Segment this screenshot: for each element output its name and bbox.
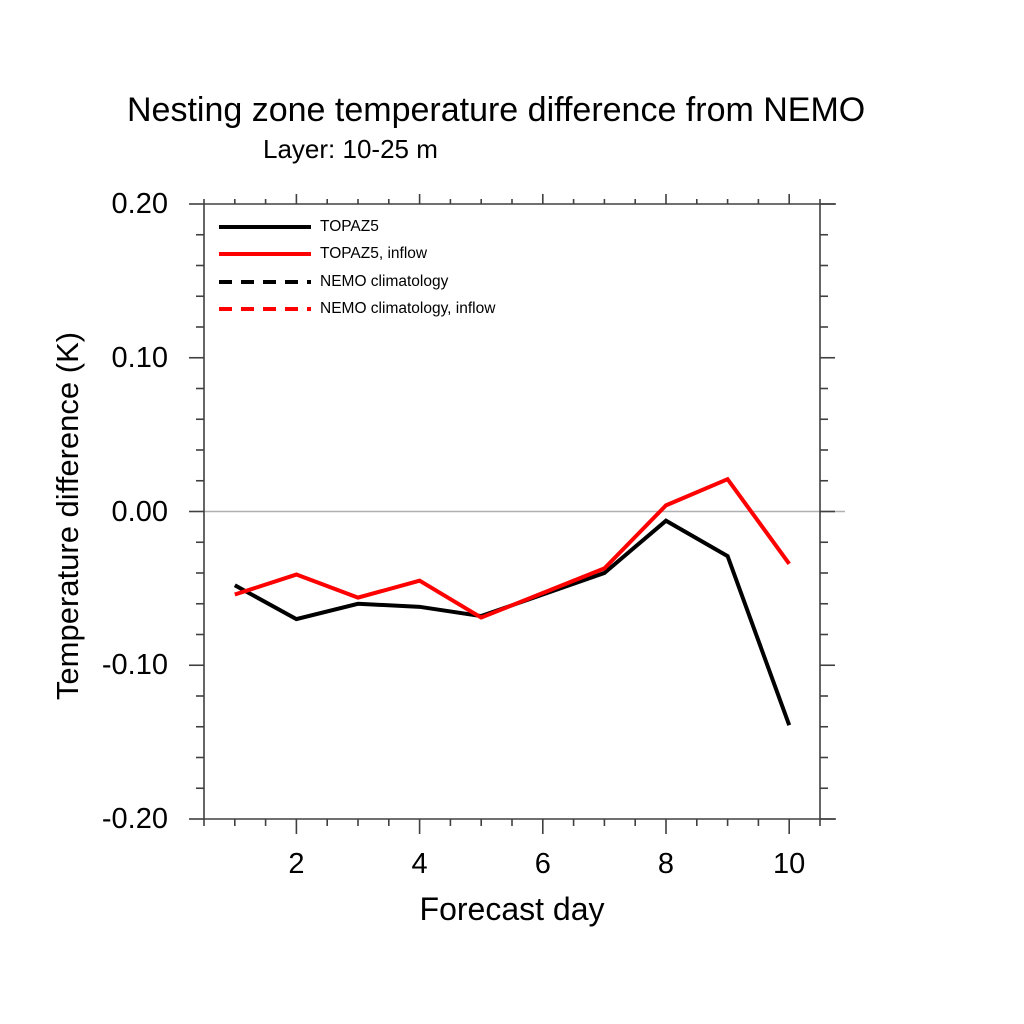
legend-line-sample (219, 307, 311, 312)
x-tick-label: 8 (657, 848, 675, 880)
legend-line-sample (219, 252, 311, 257)
x-tick-label: 10 (773, 848, 806, 880)
x-tick-label: 6 (534, 848, 551, 880)
legend-label: TOPAZ5, inflow (320, 245, 428, 263)
series-line-topaz5 (233, 518, 792, 726)
y-tick-label: 0.10 (111, 341, 168, 374)
legend-label: NEMO climatology (320, 272, 449, 290)
legend-row: NEMO climatology, inflow (219, 296, 495, 324)
legend-row: TOPAZ5 (219, 213, 495, 241)
legend-label: TOPAZ5 (320, 217, 379, 235)
chart-subtitle: Layer: 10-25 m (263, 134, 438, 164)
legend: TOPAZ5 TOPAZ5, inflow NEMO climatology NEMO… (219, 213, 495, 323)
y-tick-label: 0.20 (111, 188, 168, 220)
y-tick-label: -0.20 (101, 803, 168, 835)
legend-line-sample (219, 224, 311, 229)
series-line-topaz5-inflow (234, 476, 791, 620)
legend-row: TOPAZ5, inflow (219, 241, 495, 269)
legend-line-sample (219, 279, 311, 284)
legend-label: NEMO climatology, inflow (320, 300, 496, 318)
y-tick-label: -0.10 (101, 649, 168, 682)
x-tick-label: 2 (288, 848, 305, 880)
chart-title: Nesting zone temperature difference from… (127, 91, 866, 129)
legend-row: NEMO climatology (219, 268, 495, 296)
x-tick-label: 4 (411, 848, 428, 880)
y-tick-label: 0.00 (111, 495, 168, 528)
x-axis-label: Forecast day (419, 891, 605, 927)
